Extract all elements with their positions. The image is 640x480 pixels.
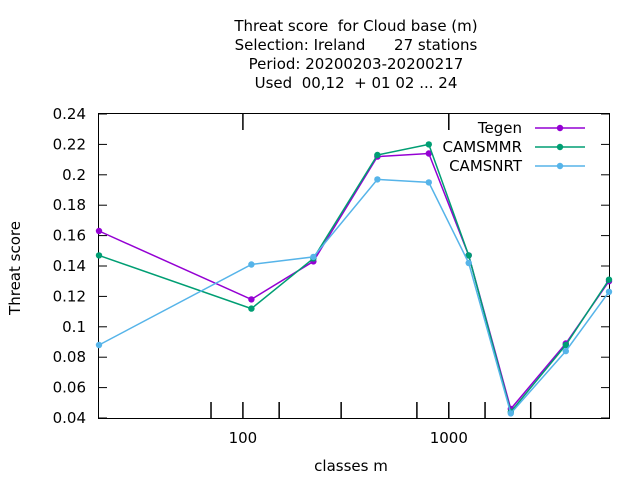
data-point-camsnrt: [310, 253, 317, 261]
data-point-camsnrt: [507, 410, 514, 417]
data-point-camsmmr: [374, 151, 381, 159]
x-axis-label: classes m: [314, 457, 388, 475]
data-point-camsnrt: [605, 288, 613, 295]
legend-marker-camsnrt: [556, 162, 564, 170]
data-point-tegen: [95, 227, 103, 235]
chart-title: Threat score for Cloud base (m)Selection…: [233, 17, 477, 92]
y-tick-label: 0.22: [53, 135, 86, 153]
x-axis: 100 1000: [210, 114, 532, 447]
y-tick-label: 0.1: [62, 318, 86, 336]
legend-label-camsnrt: CAMSNRT: [449, 157, 523, 175]
legend-marker-tegen: [556, 124, 564, 132]
y-axis: 0.04 0.06 0.08 0.1 0.12 0.14 0.16 0.18 0.2 0.22 0.…: [53, 105, 609, 427]
data-point-camsnrt: [425, 179, 432, 186]
legend-label-camsmmr: CAMSMMR: [442, 138, 522, 156]
data-point-tegen: [248, 296, 255, 303]
data-point-tegen: [425, 150, 432, 157]
y-tick-label: 0.24: [53, 105, 86, 123]
data-point-camsnrt: [465, 259, 472, 267]
data-point-camsmmr: [562, 341, 569, 349]
data-point-camsnrt: [562, 347, 569, 355]
series-line-camsmmr: [98, 143, 610, 414]
y-tick-label: 0.04: [53, 409, 86, 427]
legend-label-tegen: Tegen: [477, 119, 522, 137]
series-group: [95, 141, 613, 417]
y-tick-label: 0.14: [53, 257, 86, 275]
data-point-camsmmr: [465, 252, 472, 259]
title-line-2: Selection: Ireland 27 stations: [235, 36, 478, 54]
data-point-camsnrt: [248, 261, 255, 268]
y-tick-label: 0.2: [62, 166, 86, 184]
data-point-camsnrt: [374, 176, 381, 183]
data-point-camsnrt: [95, 341, 103, 349]
y-axis-label: Threat score: [6, 221, 24, 316]
y-tick-label: 0.08: [53, 348, 86, 366]
series-line-camsnrt: [98, 178, 610, 415]
y-tick-label: 0.16: [53, 227, 86, 245]
x-tick-label: 100: [229, 429, 258, 447]
title-line-3: Period: 20200203-20200217: [249, 55, 464, 73]
y-tick-label: 0.18: [53, 196, 86, 214]
x-tick-label: 1000: [430, 429, 468, 447]
title-line-1: Threat score for Cloud base (m): [233, 17, 477, 35]
data-point-camsmmr: [248, 305, 255, 312]
data-point-camsmmr: [95, 252, 103, 259]
y-tick-label: 0.06: [53, 379, 86, 397]
plot-frame: [98, 113, 610, 419]
legend-marker-camsmmr: [556, 143, 564, 151]
data-point-camsmmr: [605, 276, 613, 283]
title-line-4: Used 00,12 + 01 02 ... 24: [255, 74, 458, 92]
data-point-camsmmr: [425, 141, 432, 148]
y-tick-label: 0.12: [53, 287, 86, 305]
